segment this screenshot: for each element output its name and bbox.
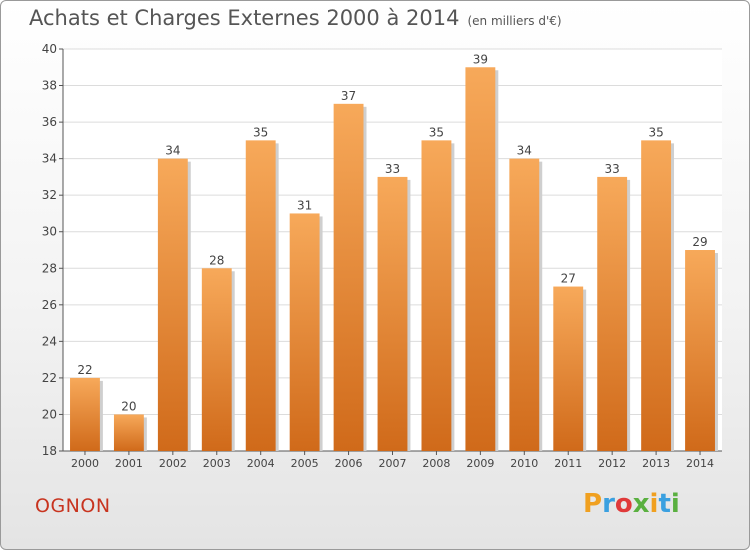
y-tick-label: 40 (42, 42, 57, 56)
data-label: 22 (77, 363, 92, 377)
data-label: 27 (561, 272, 576, 286)
data-label: 39 (473, 52, 488, 66)
data-label: 29 (692, 235, 707, 249)
bar (509, 158, 540, 452)
x-tick-label: 2004 (247, 457, 275, 470)
logo-letter: P (583, 489, 603, 519)
y-tick-label: 28 (42, 261, 57, 275)
x-tick-label: 2001 (115, 457, 143, 470)
bar (685, 250, 715, 451)
bar (70, 377, 100, 451)
x-tick-label: 2002 (159, 457, 187, 470)
x-tick-label: 2008 (422, 457, 450, 470)
bar (157, 158, 188, 452)
y-tick-label: 32 (42, 188, 57, 202)
x-tick-label: 2013 (642, 457, 670, 470)
y-tick-label: 38 (42, 79, 57, 93)
x-tick-label: 2011 (554, 457, 582, 470)
bar (465, 67, 496, 451)
logo-letter: i (649, 489, 659, 519)
x-tick-label: 2009 (466, 457, 494, 470)
y-tick-label: 20 (42, 407, 57, 421)
data-label: 35 (648, 125, 663, 139)
bar (245, 140, 276, 451)
data-label: 34 (517, 144, 532, 158)
data-label: 31 (297, 198, 312, 212)
y-tick-label: 36 (42, 115, 57, 129)
x-tick-label: 2005 (291, 457, 319, 470)
logo-letter: r (602, 489, 615, 519)
y-tick-label: 26 (42, 298, 57, 312)
x-tick-label: 2000 (71, 457, 99, 470)
chart-unit: (en milliers d'€) (467, 14, 562, 28)
x-tick-label: 2012 (598, 457, 626, 470)
bar (641, 140, 672, 451)
x-tick-label: 2007 (379, 457, 407, 470)
bar (113, 414, 144, 451)
x-tick-label: 2006 (335, 457, 363, 470)
y-tick-label: 30 (42, 225, 57, 239)
data-label: 20 (121, 399, 136, 413)
y-tick-label: 24 (42, 334, 57, 348)
bar (597, 176, 628, 451)
x-tick-label: 2014 (686, 457, 714, 470)
logo-letter: o (614, 489, 633, 519)
bar (333, 103, 364, 452)
data-label: 35 (253, 125, 268, 139)
chart-title-group: Achats et Charges Externes 2000 à 2014 (e… (29, 6, 562, 30)
proxiti-logo[interactable]: Proxiti (583, 489, 680, 519)
data-label: 33 (385, 162, 400, 176)
y-tick-label: 18 (42, 444, 57, 458)
data-label: 34 (165, 144, 180, 158)
logo-letter: i (670, 489, 680, 519)
logo-letter: x (632, 489, 650, 519)
bar (201, 268, 232, 451)
bar (553, 286, 584, 451)
data-label: 33 (605, 162, 620, 176)
commune-name: OGNON (35, 495, 111, 517)
data-label: 28 (209, 253, 224, 267)
x-tick-label: 2003 (203, 457, 231, 470)
chart-title: Achats et Charges Externes 2000 à 2014 (29, 6, 460, 30)
x-tick-label: 2010 (510, 457, 538, 470)
y-tick-label: 34 (42, 152, 57, 166)
bar (289, 213, 320, 451)
y-tick-label: 22 (42, 371, 57, 385)
data-label: 35 (429, 125, 444, 139)
bar (377, 176, 408, 451)
bar (421, 140, 452, 451)
logo-letter: t (658, 489, 671, 519)
data-label: 37 (341, 89, 356, 103)
